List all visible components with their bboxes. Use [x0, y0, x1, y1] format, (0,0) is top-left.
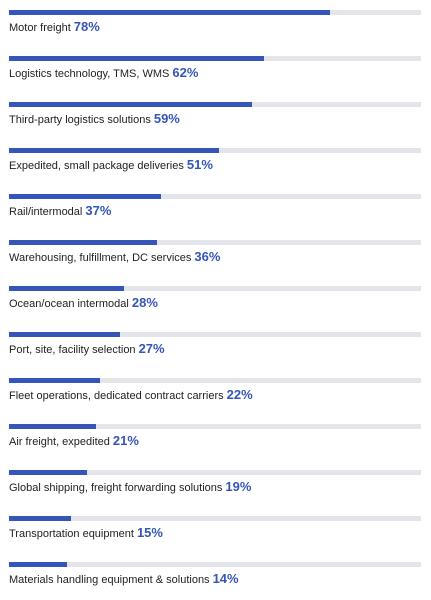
- value-label: 19%: [225, 479, 252, 494]
- bar: [9, 562, 67, 567]
- bar: [9, 240, 158, 245]
- bar: [9, 378, 100, 383]
- bar-row-label: Materials handling equipment & solutions…: [9, 572, 239, 587]
- bar-track: [9, 378, 421, 383]
- bar-track: [9, 562, 421, 567]
- bar-track: [9, 332, 421, 337]
- bar-row-label: Transportation equipment 15%: [9, 526, 163, 541]
- value-label: 22%: [226, 387, 253, 402]
- bar-row-label: Port, site, facility selection 27%: [9, 342, 165, 357]
- value-label: 62%: [172, 65, 199, 80]
- value-label: 37%: [85, 203, 112, 218]
- bar: [9, 332, 121, 337]
- value-label: 15%: [136, 525, 163, 540]
- category-label: Motor freight: [9, 22, 71, 34]
- bar-row-label: Ocean/ocean intermodal 28%: [9, 296, 158, 311]
- bar-track: [9, 56, 421, 61]
- bar-row-label: Logistics technology, TMS, WMS 62%: [9, 66, 198, 81]
- bar-track: [9, 516, 421, 521]
- category-label: Global shipping, freight forwarding solu…: [9, 482, 223, 494]
- value-label: 36%: [194, 249, 221, 264]
- value-label: 78%: [73, 19, 100, 34]
- bar: [9, 194, 162, 199]
- bar-row-label: Warehousing, fulfillment, DC services 36%: [9, 250, 220, 265]
- bar-row-label: Fleet operations, dedicated contract car…: [9, 388, 253, 403]
- value-label: 27%: [138, 341, 165, 356]
- category-label: Fleet operations, dedicated contract car…: [9, 390, 224, 402]
- bar-row-label: Air freight, expedited 21%: [9, 434, 139, 449]
- bar-track: [9, 240, 421, 245]
- value-label: 59%: [153, 111, 180, 126]
- category-label: Rail/intermodal: [9, 206, 83, 218]
- bar-track: [9, 148, 421, 153]
- bar-row-label: Global shipping, freight forwarding solu…: [9, 480, 251, 495]
- bar-track: [9, 424, 421, 429]
- bar-track: [9, 194, 421, 199]
- category-label: Transportation equipment: [9, 528, 134, 540]
- bar-track: [9, 102, 421, 107]
- bar: [9, 424, 96, 429]
- bar-row-label: Motor freight 78%: [9, 20, 100, 35]
- category-label: Warehousing, fulfillment, DC services: [9, 252, 192, 264]
- category-label: Expedited, small package deliveries: [9, 160, 184, 172]
- bar-track: [9, 10, 421, 15]
- bar: [9, 56, 265, 61]
- category-label: Materials handling equipment & solutions: [9, 574, 210, 586]
- bar: [9, 148, 220, 153]
- category-label: Third-party logistics solutions: [9, 114, 151, 126]
- category-label: Port, site, facility selection: [9, 344, 136, 356]
- bar-track: [9, 286, 421, 291]
- category-label: Air freight, expedited: [9, 436, 110, 448]
- value-label: 14%: [212, 571, 239, 586]
- bar-row-label: Rail/intermodal 37%: [9, 204, 111, 219]
- category-label: Logistics technology, TMS, WMS: [9, 68, 170, 80]
- bar: [9, 516, 71, 521]
- category-label: Ocean/ocean intermodal: [9, 298, 129, 310]
- bar-row-label: Expedited, small package deliveries 51%: [9, 158, 213, 173]
- bar-track: [9, 470, 421, 475]
- value-label: 28%: [131, 295, 158, 310]
- bar: [9, 470, 88, 475]
- bar-row-label: Third-party logistics solutions 59%: [9, 112, 180, 127]
- value-label: 21%: [112, 433, 139, 448]
- bar: [9, 10, 331, 15]
- value-label: 51%: [186, 157, 213, 172]
- bar: [9, 286, 125, 291]
- bar: [9, 102, 253, 107]
